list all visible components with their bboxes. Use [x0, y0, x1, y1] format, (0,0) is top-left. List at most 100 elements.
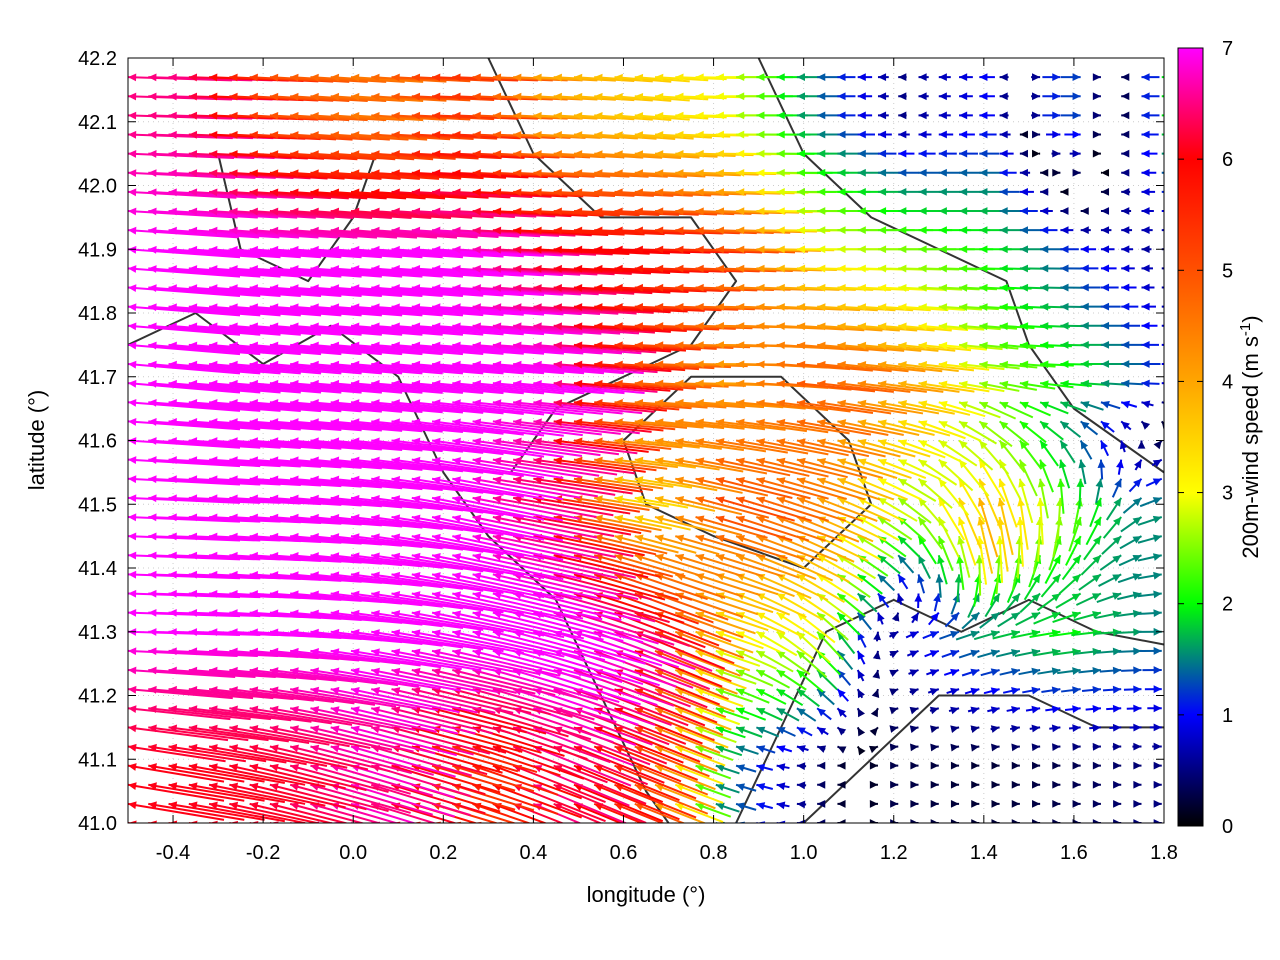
- wind-vector: [1080, 207, 1089, 215]
- wind-vector: [1100, 226, 1112, 235]
- wind-vector: [654, 515, 717, 534]
- wind-vector: [209, 456, 322, 468]
- wind-vector: [229, 801, 322, 823]
- wind-vector: [148, 475, 261, 486]
- wind-vector: [857, 149, 880, 158]
- wind-vector: [330, 609, 443, 628]
- wind-vector: [188, 437, 301, 449]
- wind-vector: [553, 418, 652, 433]
- wind-vector: [979, 322, 1018, 331]
- wind-vector: [350, 131, 428, 141]
- wind-vector: [289, 783, 389, 813]
- wind-vector: [1161, 152, 1164, 155]
- wind-vector: [249, 341, 362, 356]
- y-tick-label: 42.2: [78, 48, 117, 70]
- wind-vector: [148, 705, 251, 721]
- wind-vector: [856, 669, 865, 682]
- wind-vector: [897, 419, 951, 437]
- wind-vector: [452, 418, 564, 437]
- wind-vector: [837, 111, 856, 120]
- wind-vector: [1092, 761, 1101, 770]
- wind-vector: [898, 111, 907, 120]
- wind-vector: [735, 399, 806, 410]
- wind-vector: [1119, 440, 1128, 453]
- wind-vector: [918, 400, 971, 416]
- wind-vector: [492, 264, 598, 276]
- wind-vector: [1121, 111, 1130, 120]
- wind-vector: [634, 398, 708, 409]
- wind-vector: [939, 630, 960, 640]
- wind-vector: [857, 535, 894, 559]
- wind-vector: [290, 169, 382, 180]
- wind-vector: [513, 322, 621, 335]
- wind-vector: [891, 612, 900, 622]
- wind-vector: [909, 725, 919, 733]
- wind-vector: [411, 648, 521, 674]
- wind-vector: [614, 360, 700, 371]
- wind-vector: [1019, 149, 1028, 158]
- wind-vector: [269, 667, 378, 685]
- wind-vector: [371, 495, 484, 514]
- wind-vector: [614, 418, 688, 429]
- wind-vector: [930, 725, 940, 733]
- wind-vector: [533, 284, 635, 295]
- wind-vector: [877, 573, 896, 592]
- wind-vector: [391, 706, 493, 735]
- wind-vector: [1133, 819, 1142, 823]
- wind-vector: [695, 783, 732, 799]
- wind-vector: [836, 726, 847, 736]
- wind-vector: [958, 649, 980, 659]
- wind-vector: [715, 764, 740, 775]
- wind-vector: [950, 819, 960, 823]
- wind-vector: [269, 802, 350, 823]
- wind-vector: [330, 379, 443, 394]
- wind-vector: [776, 820, 786, 823]
- wind-vector: [735, 707, 767, 721]
- wind-vector: [391, 188, 489, 199]
- wind-vector: [391, 687, 496, 714]
- wind-vector: [452, 284, 564, 296]
- wind-vector: [168, 207, 279, 219]
- wind-vector: [533, 437, 638, 455]
- wind-vector: [614, 534, 679, 554]
- wind-vector: [979, 111, 995, 120]
- wind-vector: [816, 631, 844, 661]
- wind-vector: [350, 706, 459, 735]
- wind-vector: [1120, 516, 1143, 533]
- wind-vector: [1085, 705, 1102, 713]
- wind-vector: [999, 130, 1011, 139]
- wind-vector: [350, 667, 461, 692]
- wind-vector: [1141, 302, 1156, 311]
- wind-vector: [796, 781, 807, 790]
- wind-vector: [452, 648, 560, 677]
- wind-vector: [553, 379, 658, 393]
- wind-vector: [917, 535, 937, 565]
- wind-vector: [817, 780, 826, 789]
- y-tick-label: 41.8: [78, 303, 117, 325]
- wind-vector: [978, 439, 1010, 475]
- wind-vector: [431, 514, 545, 541]
- wind-vector: [856, 726, 866, 737]
- wind-vector: [290, 456, 403, 471]
- wind-vector: [999, 341, 1036, 350]
- wind-vector: [128, 685, 233, 700]
- wind-vector: [917, 554, 932, 579]
- wind-vector: [1151, 458, 1163, 468]
- wind-vector: [1121, 226, 1133, 235]
- wind-vector: [1019, 207, 1038, 215]
- wind-vector: [1040, 264, 1065, 273]
- wind-vector: [411, 245, 524, 258]
- wind-vector: [249, 437, 362, 451]
- wind-vector: [492, 456, 600, 477]
- wind-vector: [1141, 400, 1154, 409]
- wind-vector: [128, 398, 241, 412]
- wind-vector: [330, 418, 443, 433]
- wind-vector: [1102, 516, 1122, 539]
- wind-vector: [938, 111, 951, 120]
- wind-vector: [1132, 742, 1142, 751]
- wind-vector: [1080, 226, 1091, 235]
- wind-vector: [1133, 799, 1142, 808]
- wind-vector: [1040, 207, 1053, 215]
- wind-vector: [715, 496, 795, 522]
- wind-vector: [614, 112, 672, 122]
